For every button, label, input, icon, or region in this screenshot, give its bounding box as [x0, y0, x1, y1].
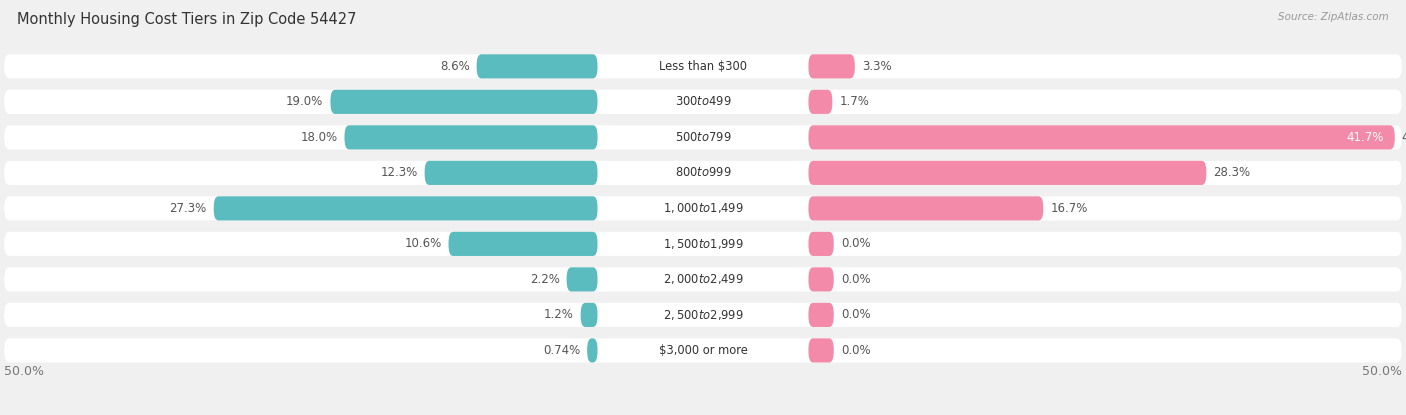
Text: 1.7%: 1.7% [839, 95, 869, 108]
Text: $2,500 to $2,999: $2,500 to $2,999 [662, 308, 744, 322]
Text: $800 to $999: $800 to $999 [675, 166, 731, 179]
Text: 16.7%: 16.7% [1050, 202, 1088, 215]
FancyBboxPatch shape [581, 303, 598, 327]
FancyBboxPatch shape [344, 125, 598, 149]
Text: 50.0%: 50.0% [1362, 364, 1402, 378]
Text: 3.3%: 3.3% [862, 60, 891, 73]
Text: 18.0%: 18.0% [301, 131, 337, 144]
FancyBboxPatch shape [567, 267, 598, 291]
FancyBboxPatch shape [4, 125, 1402, 149]
FancyBboxPatch shape [588, 338, 598, 362]
FancyBboxPatch shape [4, 232, 1402, 256]
Text: 50.0%: 50.0% [4, 364, 44, 378]
Text: 0.0%: 0.0% [841, 273, 870, 286]
FancyBboxPatch shape [4, 54, 1402, 78]
Text: 12.3%: 12.3% [381, 166, 418, 179]
Text: 8.6%: 8.6% [440, 60, 470, 73]
FancyBboxPatch shape [808, 232, 834, 256]
Text: 28.3%: 28.3% [1213, 166, 1250, 179]
Text: 1.2%: 1.2% [544, 308, 574, 321]
FancyBboxPatch shape [808, 161, 1206, 185]
FancyBboxPatch shape [4, 90, 1402, 114]
Text: Source: ZipAtlas.com: Source: ZipAtlas.com [1278, 12, 1389, 22]
Text: Less than $300: Less than $300 [659, 60, 747, 73]
FancyBboxPatch shape [4, 161, 1402, 185]
Text: 10.6%: 10.6% [405, 237, 441, 250]
Text: $500 to $799: $500 to $799 [675, 131, 731, 144]
Text: 41.7%: 41.7% [1402, 131, 1406, 144]
Text: 2.2%: 2.2% [530, 273, 560, 286]
FancyBboxPatch shape [477, 54, 598, 78]
FancyBboxPatch shape [330, 90, 598, 114]
FancyBboxPatch shape [808, 196, 1043, 220]
Text: $3,000 or more: $3,000 or more [658, 344, 748, 357]
Text: Monthly Housing Cost Tiers in Zip Code 54427: Monthly Housing Cost Tiers in Zip Code 5… [17, 12, 356, 27]
Text: 0.74%: 0.74% [543, 344, 581, 357]
Text: $1,000 to $1,499: $1,000 to $1,499 [662, 201, 744, 215]
FancyBboxPatch shape [808, 125, 1395, 149]
FancyBboxPatch shape [449, 232, 598, 256]
Text: $2,000 to $2,499: $2,000 to $2,499 [662, 272, 744, 286]
Text: 0.0%: 0.0% [841, 237, 870, 250]
Text: 0.0%: 0.0% [841, 344, 870, 357]
FancyBboxPatch shape [214, 196, 598, 220]
FancyBboxPatch shape [4, 338, 1402, 362]
FancyBboxPatch shape [4, 196, 1402, 220]
FancyBboxPatch shape [425, 161, 598, 185]
Text: 19.0%: 19.0% [287, 95, 323, 108]
FancyBboxPatch shape [808, 338, 834, 362]
FancyBboxPatch shape [808, 90, 832, 114]
FancyBboxPatch shape [808, 303, 834, 327]
Text: $1,500 to $1,999: $1,500 to $1,999 [662, 237, 744, 251]
Text: 0.0%: 0.0% [841, 308, 870, 321]
FancyBboxPatch shape [4, 303, 1402, 327]
FancyBboxPatch shape [808, 267, 834, 291]
Text: $300 to $499: $300 to $499 [675, 95, 731, 108]
FancyBboxPatch shape [808, 54, 855, 78]
Text: 41.7%: 41.7% [1346, 131, 1384, 144]
Text: 27.3%: 27.3% [170, 202, 207, 215]
FancyBboxPatch shape [4, 267, 1402, 291]
